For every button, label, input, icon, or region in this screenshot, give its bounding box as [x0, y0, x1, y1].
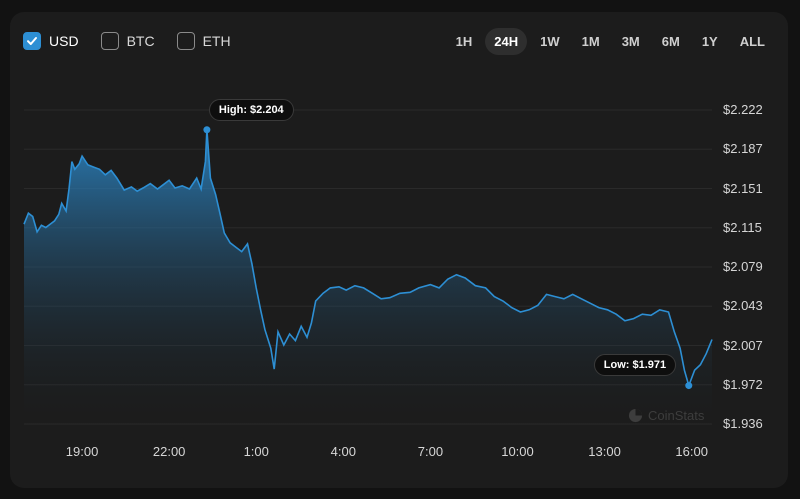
- usd-checkbox[interactable]: [23, 32, 41, 50]
- x-tick-label: 22:00: [152, 444, 186, 459]
- eth-checkbox[interactable]: [176, 32, 195, 50]
- y-tick-label: $2.007: [723, 337, 763, 353]
- watermark: CoinStats: [628, 408, 704, 423]
- low-tooltip: Low: $1.971: [593, 353, 677, 376]
- time-range-tabs: 1H 24H 1W 1M 3M 6M 1Y ALL: [447, 28, 774, 55]
- y-tick-label: $1.936: [723, 416, 763, 431]
- currency-eth[interactable]: ETH: [176, 32, 231, 50]
- x-tick-label: 16:00: [675, 444, 708, 459]
- range-1y[interactable]: 1Y: [701, 34, 718, 49]
- y-tick-label: $2.222: [723, 102, 763, 117]
- x-tick-label: 4:00: [330, 444, 356, 459]
- check-icon: [27, 37, 37, 45]
- currency-btc-label: BTC: [126, 33, 155, 49]
- x-tick-label: 13:00: [588, 444, 621, 459]
- y-tick-label: $2.151: [723, 180, 763, 196]
- y-tick-label: $2.079: [723, 259, 763, 274]
- chart-card: USD BTC ETH 1H 24H 1W 1M 3M 6M 1Y ALL: [10, 12, 788, 488]
- range-3m[interactable]: 3M: [621, 34, 640, 49]
- y-tick-label: $2.043: [723, 298, 763, 314]
- btc-checkbox[interactable]: [100, 32, 119, 50]
- high-point-marker: [203, 126, 211, 134]
- y-tick-label: $2.187: [723, 141, 763, 157]
- range-24h[interactable]: 24H: [485, 28, 528, 55]
- range-all[interactable]: ALL: [739, 34, 765, 49]
- x-tick-label: 7:00: [417, 444, 444, 459]
- x-tick-label: 1:00: [243, 444, 269, 459]
- currency-selector: USD BTC ETH: [23, 32, 231, 50]
- watermark-text: CoinStats: [648, 408, 705, 423]
- y-tick-label: $1.972: [723, 376, 763, 392]
- price-area: [24, 129, 712, 425]
- range-6m[interactable]: 6M: [661, 34, 680, 49]
- price-line: [23, 129, 713, 389]
- currency-btc[interactable]: BTC: [100, 32, 155, 50]
- price-chart: [23, 109, 713, 425]
- currency-eth-label: ETH: [202, 33, 231, 49]
- x-tick-label: 10:00: [501, 444, 534, 459]
- range-1m[interactable]: 1M: [581, 34, 600, 49]
- coinstats-logo-icon: [628, 408, 643, 423]
- range-1w[interactable]: 1W: [540, 34, 560, 49]
- y-tick-label: $2.115: [723, 219, 762, 235]
- range-1h[interactable]: 1H: [455, 34, 473, 49]
- currency-usd-label: USD: [49, 33, 79, 49]
- x-tick-label: 19:00: [65, 444, 99, 459]
- currency-usd[interactable]: USD: [23, 32, 79, 50]
- high-tooltip: High: $2.204: [208, 98, 294, 121]
- low-point-marker: [685, 382, 693, 390]
